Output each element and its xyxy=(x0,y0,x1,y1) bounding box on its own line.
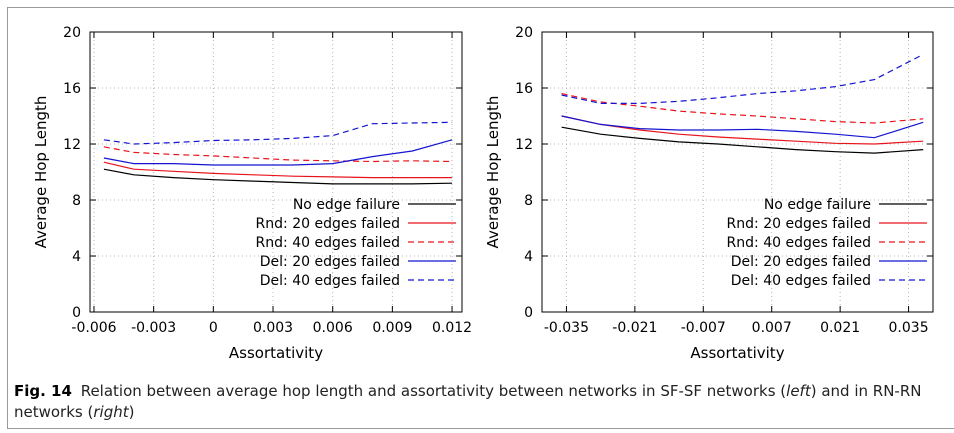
chart1-series-line-4 xyxy=(103,139,453,166)
chart2-y-tick-label-0: 0 xyxy=(524,305,533,321)
chart2-series-line-1 xyxy=(561,126,924,154)
chart1-y-tick-label-1: 4 xyxy=(72,249,81,265)
chart1-x-tick-label-0: -0.006 xyxy=(71,320,116,336)
chart2-y-tick-label-2: 8 xyxy=(524,193,533,209)
chart2-x-tick-label-2: -0.007 xyxy=(681,320,726,336)
caption-text-c: ) xyxy=(128,403,135,421)
figure-plots: -0.006 -0.003 0 0.003 0.006 0.009 0.012 0 4 8 12 16… xyxy=(32,25,934,362)
chart1-series-line-2 xyxy=(103,161,453,179)
chart2-legend-label-1: No edge failure xyxy=(764,197,871,213)
chart1-y-tick-label-3: 12 xyxy=(63,137,81,153)
chart1-x-tick-label-3: 0.003 xyxy=(253,320,293,336)
chart1-series-line-3 xyxy=(103,146,453,163)
chart1-series-line-5 xyxy=(103,121,453,145)
chart2-series-line-3 xyxy=(561,93,924,124)
chart1-x-tick-label-2: 0 xyxy=(209,320,218,336)
chart2-plot-border xyxy=(541,31,934,313)
chart2-y-tick-label-3: 12 xyxy=(515,137,533,153)
chart1-legend-label-2: Rnd: 20 edges failed xyxy=(256,216,400,232)
chart2-x-axis-label: Assortativity xyxy=(690,344,784,362)
caption-italic-right: right xyxy=(93,403,129,421)
chart1-legend-label-3: Rnd: 40 edges failed xyxy=(256,235,400,251)
chart2-legend-label-4: Del: 20 edges failed xyxy=(731,254,871,270)
chart2-x-tick-label-5: 0.035 xyxy=(889,320,929,336)
chart2-x-tick-label-3: 0.007 xyxy=(752,320,792,336)
chart2-y-tick-label-4: 16 xyxy=(515,81,533,97)
chart2-series-line-5 xyxy=(561,53,924,105)
chart2-legend-label-3: Rnd: 40 edges failed xyxy=(727,235,871,251)
chart1-x-tick-label-4: 0.006 xyxy=(313,320,353,336)
chart1-plot-border xyxy=(89,31,463,313)
chart2-x-tick-label-0: -0.035 xyxy=(544,320,589,336)
chart1-y-axis-label: Average Hop Length xyxy=(32,96,50,249)
chart2-x-tick-label-4: 0.021 xyxy=(820,320,860,336)
caption-text-b: ) and in RN-RN networks ( xyxy=(14,382,922,421)
chart1-y-tick-label-0: 0 xyxy=(72,305,81,321)
figure-caption: Fig. 14 Relation between average hop len… xyxy=(7,377,947,423)
chart2-y-tick-label-5: 20 xyxy=(515,25,533,41)
chart1-y-tick-label-2: 8 xyxy=(72,193,81,209)
caption-italic-left: left xyxy=(786,382,811,400)
chart2-y-tick-label-1: 4 xyxy=(524,249,533,265)
chart1-x-tick-label-5: 0.009 xyxy=(372,320,412,336)
chart2-legend-label-5: Del: 40 edges failed xyxy=(731,273,871,289)
caption-label: Fig. 14 xyxy=(14,382,72,400)
chart2-x-tick-label-1: -0.021 xyxy=(612,320,657,336)
chart1-y-tick-label-4: 16 xyxy=(63,81,81,97)
caption-text-a: Relation between average hop length and … xyxy=(80,382,787,400)
chart2-series-line-4 xyxy=(561,115,924,139)
chart1-series-line-1 xyxy=(103,168,453,185)
chart2-y-axis-label: Average Hop Length xyxy=(484,96,502,249)
chart1-x-axis-label: Assortativity xyxy=(229,344,323,362)
chart1-legend-label-1: No edge failure xyxy=(293,197,400,213)
figure-frame xyxy=(7,7,954,429)
chart1-x-tick-label-1: -0.003 xyxy=(131,320,176,336)
chart1-x-tick-label-6: 0.012 xyxy=(432,320,472,336)
chart1-legend-label-4: Del: 20 edges failed xyxy=(260,254,400,270)
chart2-legend-label-2: Rnd: 20 edges failed xyxy=(727,216,871,232)
chart2-series-line-2 xyxy=(561,115,924,145)
chart1-y-tick-label-5: 20 xyxy=(63,25,81,41)
chart1-legend-label-5: Del: 40 edges failed xyxy=(260,273,400,289)
